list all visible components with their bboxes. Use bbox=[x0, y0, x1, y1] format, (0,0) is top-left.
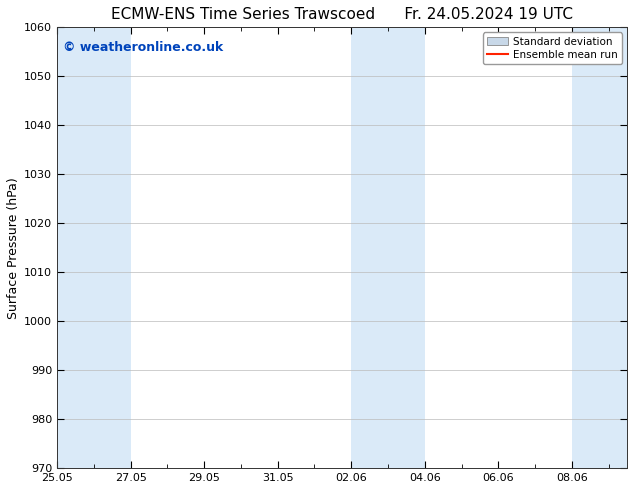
Y-axis label: Surface Pressure (hPa): Surface Pressure (hPa) bbox=[7, 177, 20, 318]
Title: ECMW-ENS Time Series Trawscoed      Fr. 24.05.2024 19 UTC: ECMW-ENS Time Series Trawscoed Fr. 24.05… bbox=[111, 7, 573, 22]
Bar bbox=[572, 27, 627, 468]
Legend: Standard deviation, Ensemble mean run: Standard deviation, Ensemble mean run bbox=[482, 32, 622, 64]
Bar bbox=[351, 27, 425, 468]
Bar bbox=[94, 27, 131, 468]
Text: © weatheronline.co.uk: © weatheronline.co.uk bbox=[63, 41, 223, 53]
Bar bbox=[57, 27, 94, 468]
